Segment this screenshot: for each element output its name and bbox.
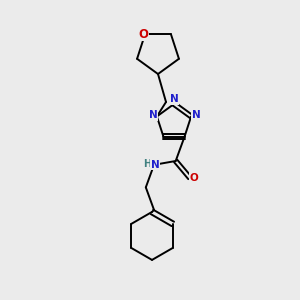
Text: N: N (192, 110, 200, 120)
Text: H: H (143, 159, 151, 169)
Text: O: O (138, 28, 148, 41)
Text: O: O (190, 173, 198, 183)
Text: N: N (169, 94, 178, 104)
Text: N: N (148, 110, 157, 120)
Text: N: N (151, 160, 159, 170)
